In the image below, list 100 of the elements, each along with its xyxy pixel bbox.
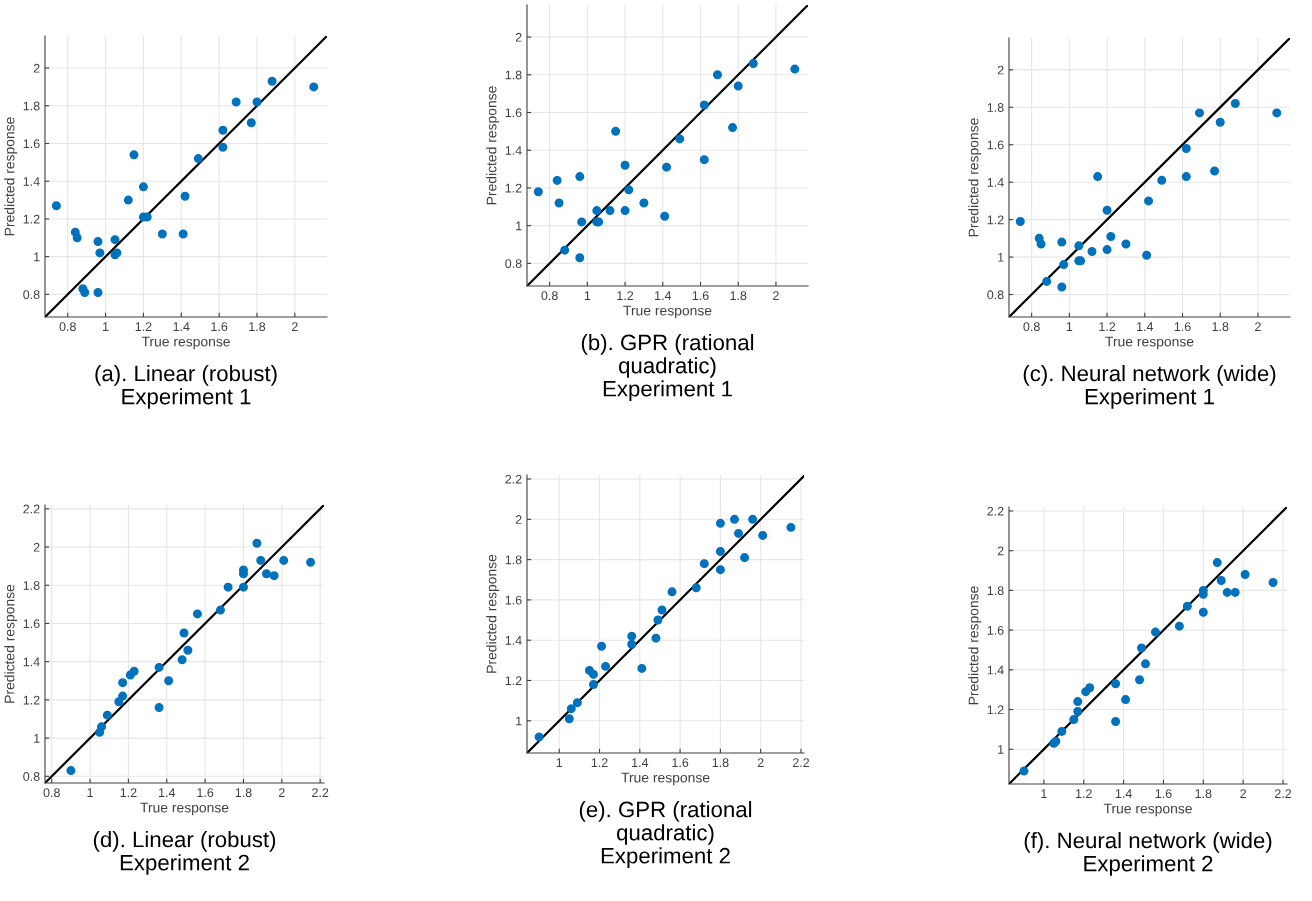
y-tick-label: 1.6 — [987, 140, 1004, 150]
y-tick-label: 1.6 — [505, 108, 522, 118]
x-tick-label: 1.6 — [1174, 322, 1191, 332]
y-tick-label: 1.6 — [505, 595, 522, 605]
y-tick-label: 1.6 — [23, 619, 40, 629]
y-tick-label: 1.4 — [505, 636, 522, 645]
y-tick-label: 2 — [515, 515, 522, 524]
x-tick-label: 1.2 — [135, 322, 152, 331]
y-tick-label: 0.8 — [505, 259, 522, 269]
x-tick-label: 2 — [757, 758, 764, 767]
y-tick-label: 2.2 — [23, 504, 40, 514]
x-tick-label: 1.4 — [1115, 789, 1132, 798]
x-axis-title: True response — [621, 772, 710, 786]
y-tick-label: 1.2 — [505, 676, 522, 686]
y-tick-label: 1.4 — [987, 178, 1004, 187]
x-tick-label: 2 — [773, 291, 779, 300]
x-axis-title: True response — [1103, 803, 1192, 817]
x-axis-title: True response — [140, 802, 229, 816]
x-tick-label: 2.2 — [1274, 789, 1292, 798]
y-tick-label: 1.6 — [23, 139, 40, 149]
y-tick-label: 2 — [997, 65, 1004, 75]
x-tick-label: 0.8 — [59, 322, 76, 332]
x-tick-label: 2.2 — [792, 758, 810, 767]
x-tick-label: 1 — [584, 291, 591, 300]
x-axis-title: True response — [1105, 336, 1194, 350]
y-tick-label: 1.8 — [505, 70, 522, 80]
x-tick-label: 1.8 — [712, 758, 729, 768]
y-tick-label: 2.2 — [505, 474, 522, 484]
x-tick-label: 1 — [1066, 322, 1073, 331]
x-tick-label: 1.6 — [1155, 789, 1172, 799]
y-axis-title: Predicted response — [486, 554, 500, 673]
y-axis-title: Predicted response — [486, 86, 500, 205]
text: (f). Neural network (wide) Experiment 2 — [1024, 832, 1272, 876]
x-tick-label: 1.8 — [730, 291, 747, 301]
x-tick-label: 1.6 — [692, 291, 709, 301]
y-axis-title: Predicted response — [4, 117, 18, 236]
x-tick-label: 1.2 — [1099, 322, 1116, 331]
x-tick-label: 0.8 — [43, 788, 60, 798]
y-axis-title: Predicted response — [4, 584, 18, 703]
x-tick-label: 0.8 — [1023, 322, 1040, 332]
y-tick-label: 1.2 — [987, 705, 1004, 715]
x-tick-label: 1.4 — [1137, 322, 1154, 331]
y-tick-label: 2 — [997, 546, 1004, 556]
y-tick-label: 1.2 — [505, 183, 522, 193]
y-tick-label: 1 — [34, 734, 40, 743]
y-tick-label: 1.8 — [23, 581, 40, 590]
y-axis-title: Predicted response — [968, 118, 982, 237]
x-tick-label: 1 — [1041, 789, 1047, 798]
y-tick-label: 1 — [516, 221, 522, 231]
y-tick-label: 2 — [33, 63, 40, 73]
x-tick-label: 2.2 — [312, 788, 329, 797]
y-tick-label: 1.4 — [23, 177, 40, 186]
x-tick-label: 1.6 — [211, 322, 228, 332]
x-tick-label: 1 — [556, 758, 563, 767]
x-tick-label: 1.2 — [120, 788, 137, 797]
x-tick-label: 2 — [1240, 789, 1247, 798]
y-tick-label: 1.8 — [505, 555, 522, 565]
y-tick-label: 1.8 — [23, 101, 40, 111]
x-tick-label: 2 — [278, 788, 285, 797]
y-tick-label: 1.2 — [23, 214, 40, 224]
x-tick-label: 2 — [291, 322, 298, 331]
text: (a). Linear (robust) Experiment 1 — [95, 365, 277, 409]
x-tick-label: 1.4 — [632, 758, 649, 767]
y-tick-label: 1 — [998, 253, 1004, 262]
x-tick-label: 0.8 — [541, 291, 558, 301]
x-tick-label: 1.6 — [197, 788, 214, 798]
text: (d). Linear (robust) Experiment 2 — [93, 831, 276, 875]
x-tick-label: 1 — [87, 788, 93, 797]
x-tick-label: 1.8 — [1212, 322, 1229, 332]
y-tick-label: 1.4 — [505, 146, 522, 155]
y-tick-label: 1 — [516, 716, 522, 726]
y-tick-label: 1.2 — [23, 695, 40, 705]
x-tick-label: 1.2 — [591, 758, 608, 767]
x-tick-label: 1.6 — [672, 758, 689, 768]
x-tick-label: 1.8 — [249, 322, 266, 332]
text: (b). GPR (rational quadratic) Experiment 1 — [581, 334, 754, 401]
x-tick-label: 1.4 — [159, 788, 176, 797]
text: (c). Neural network (wide) Experiment 1 — [1023, 365, 1276, 409]
x-tick-label: 2 — [1255, 322, 1261, 331]
y-tick-label: 1.4 — [987, 665, 1004, 675]
y-tick-label: 2.2 — [987, 506, 1004, 516]
y-tick-label: 1.8 — [987, 586, 1004, 596]
y-tick-label: 2 — [33, 542, 40, 552]
x-tick-label: 1.4 — [173, 322, 190, 331]
y-tick-label: 1 — [34, 252, 40, 262]
text: (e). GPR (rational quadratic) Experiment 2 — [579, 801, 752, 868]
y-axis-title: Predicted response — [968, 586, 982, 705]
y-tick-label: 1.4 — [23, 657, 40, 667]
x-axis-title: True response — [141, 336, 230, 350]
x-tick-label: 1 — [103, 322, 109, 331]
x-tick-label: 1.4 — [655, 291, 672, 300]
x-tick-label: 1.2 — [617, 291, 634, 300]
y-tick-label: 1 — [998, 745, 1004, 754]
y-tick-label: 1.6 — [987, 625, 1004, 635]
x-axis-title: True response — [623, 305, 712, 319]
x-tick-label: 1.2 — [1076, 789, 1092, 798]
y-tick-label: 1.8 — [987, 103, 1004, 112]
x-tick-label: 1.8 — [235, 788, 252, 798]
y-tick-label: 1.2 — [987, 215, 1004, 225]
y-tick-label: 2 — [515, 32, 522, 42]
